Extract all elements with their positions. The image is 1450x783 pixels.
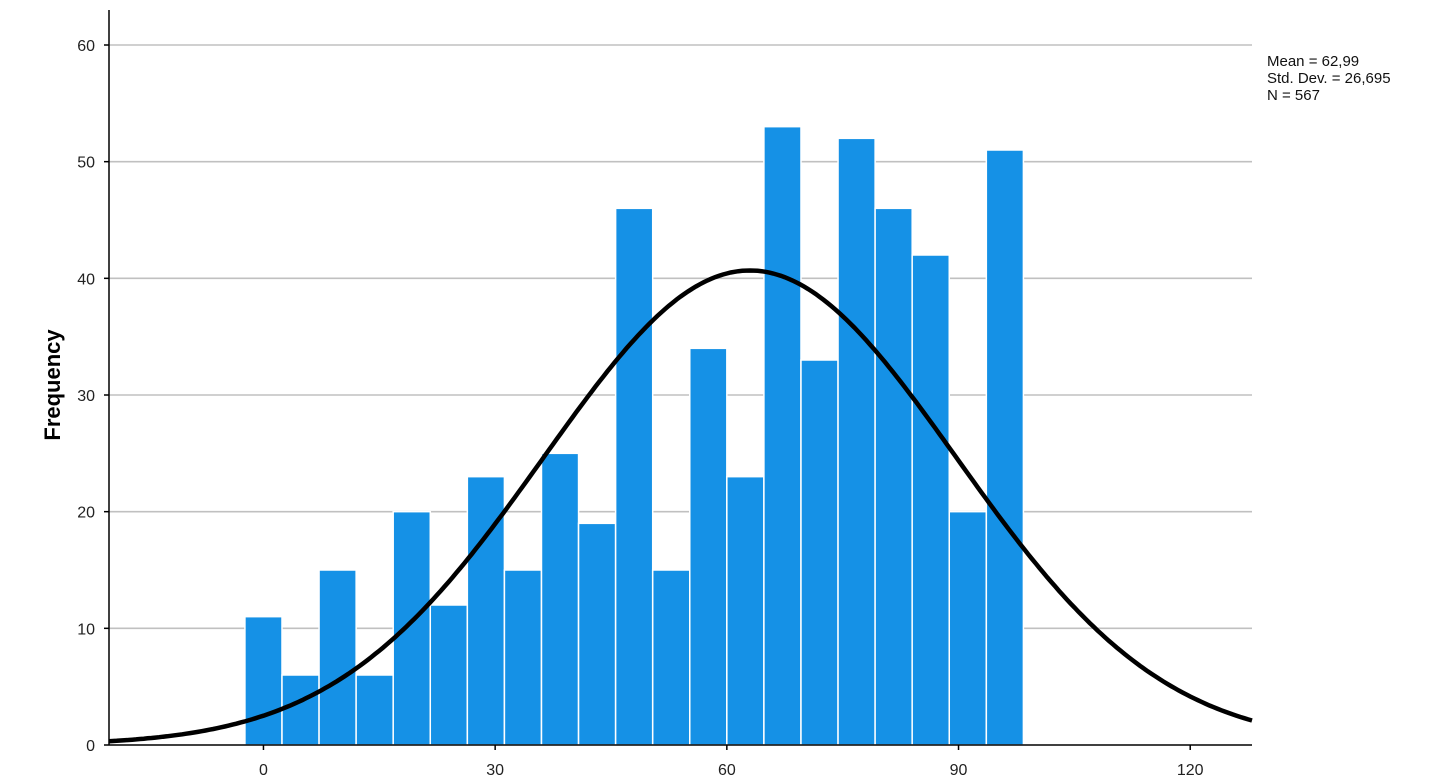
histogram-bar (429, 604, 469, 746)
histogram-bar (689, 347, 728, 746)
y-tick-label: 30 (77, 388, 95, 405)
histogram-bar (985, 149, 1025, 746)
histogram-bar (244, 615, 283, 746)
histogram-bar (540, 452, 580, 746)
histogram-bar (837, 137, 876, 746)
histogram-bar (577, 522, 617, 746)
y-tick-label: 40 (77, 271, 95, 288)
histogram-bar (318, 569, 357, 746)
histogram-bar (763, 125, 802, 746)
bars-group (244, 125, 1025, 746)
y-tick-label: 20 (77, 505, 95, 522)
x-tick-label: 30 (486, 762, 504, 779)
histogram-bar (874, 207, 913, 746)
histogram-bar (281, 674, 320, 746)
y-tick-label: 50 (77, 155, 95, 172)
normal-curve (108, 268, 1253, 744)
histogram-bar (800, 359, 839, 746)
histogram-bar (948, 510, 988, 746)
histogram-bar (392, 510, 432, 746)
histogram-bar (911, 254, 951, 746)
y-tick-label: 60 (77, 38, 95, 55)
y-tick-labels: 0 10 20 30 40 50 60 (77, 38, 109, 755)
x-tick-labels: 0 30 60 90 120 (259, 745, 1204, 779)
n-label: N = 567 (1267, 87, 1320, 104)
stats-box: Mean = 62,99 Std. Dev. = 26,695 N = 567 (1267, 53, 1391, 104)
histogram-bar (355, 674, 394, 746)
histogram-bar (614, 207, 654, 746)
histogram-bar (726, 475, 765, 746)
y-tick-label: 10 (77, 621, 95, 638)
mean-label: Mean = 62,99 (1267, 53, 1360, 70)
histogram-bar (503, 569, 543, 746)
histogram-bar (651, 569, 691, 746)
x-tick-label: 120 (1177, 762, 1204, 779)
x-tick-label: 90 (950, 762, 968, 779)
x-tick-label: 0 (259, 762, 268, 779)
x-tick-label: 60 (718, 762, 736, 779)
grid-lines (109, 44, 1252, 630)
sd-label: Std. Dev. = 26,695 (1267, 70, 1391, 87)
axes (108, 10, 1252, 746)
y-axis-label: Frequency (40, 329, 65, 441)
y-tick-label: 0 (86, 738, 95, 755)
